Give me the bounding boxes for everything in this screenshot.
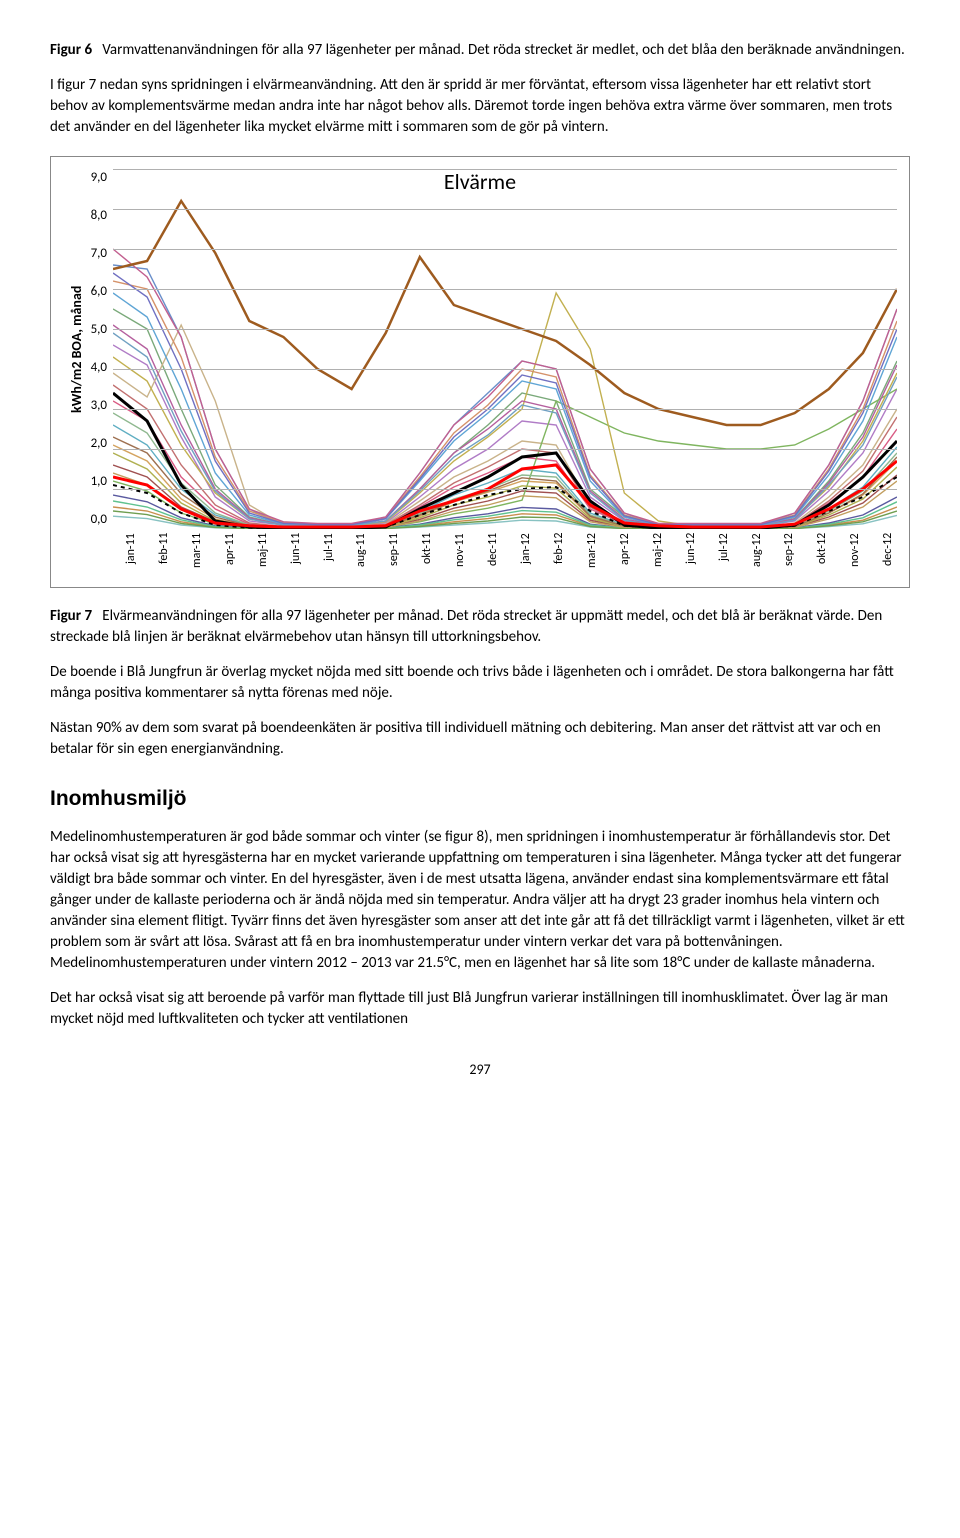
chart-svg — [113, 169, 897, 529]
paragraph-1: I figur 7 nedan syns spridningen i elvär… — [50, 75, 910, 138]
chart-x-ticks: jan-11feb-11mar-11apr-11maj-11jun-11jul-… — [63, 529, 897, 581]
figure6-label: Figur 6 — [50, 41, 92, 59]
figure7-label: Figur 7 — [50, 607, 92, 625]
paragraph-5: Det har också visat sig att beroende på … — [50, 988, 910, 1030]
chart-y-label: kWh/m2 BOA, månad — [63, 169, 91, 529]
chart-plot-area — [113, 169, 897, 529]
page-number: 297 — [50, 1060, 910, 1080]
elvarme-chart: Elvärme kWh/m2 BOA, månad 9,08,07,06,05,… — [50, 156, 910, 588]
figure6-caption-text: Varmvattenanvändningen för alla 97 lägen… — [102, 41, 905, 59]
chart-y-ticks: 9,08,07,06,05,04,03,02,01,00,0 — [91, 169, 113, 529]
paragraph-3: Nästan 90% av dem som svarat på boendeen… — [50, 718, 910, 760]
figure6-caption: Figur 6 Varmvattenanvändningen för alla … — [50, 40, 910, 61]
figure7-caption-text: Elvärmeanvändningen för alla 97 lägenhet… — [50, 607, 882, 646]
heading-inomhusmiljo: Inomhusmiljö — [50, 784, 910, 813]
figure7-caption: Figur 7 Elvärmeanvändningen för alla 97 … — [50, 606, 910, 648]
paragraph-4: Medelinomhustemperaturen är god både som… — [50, 827, 910, 974]
paragraph-2: De boende i Blå Jungfrun är överlag myck… — [50, 662, 910, 704]
